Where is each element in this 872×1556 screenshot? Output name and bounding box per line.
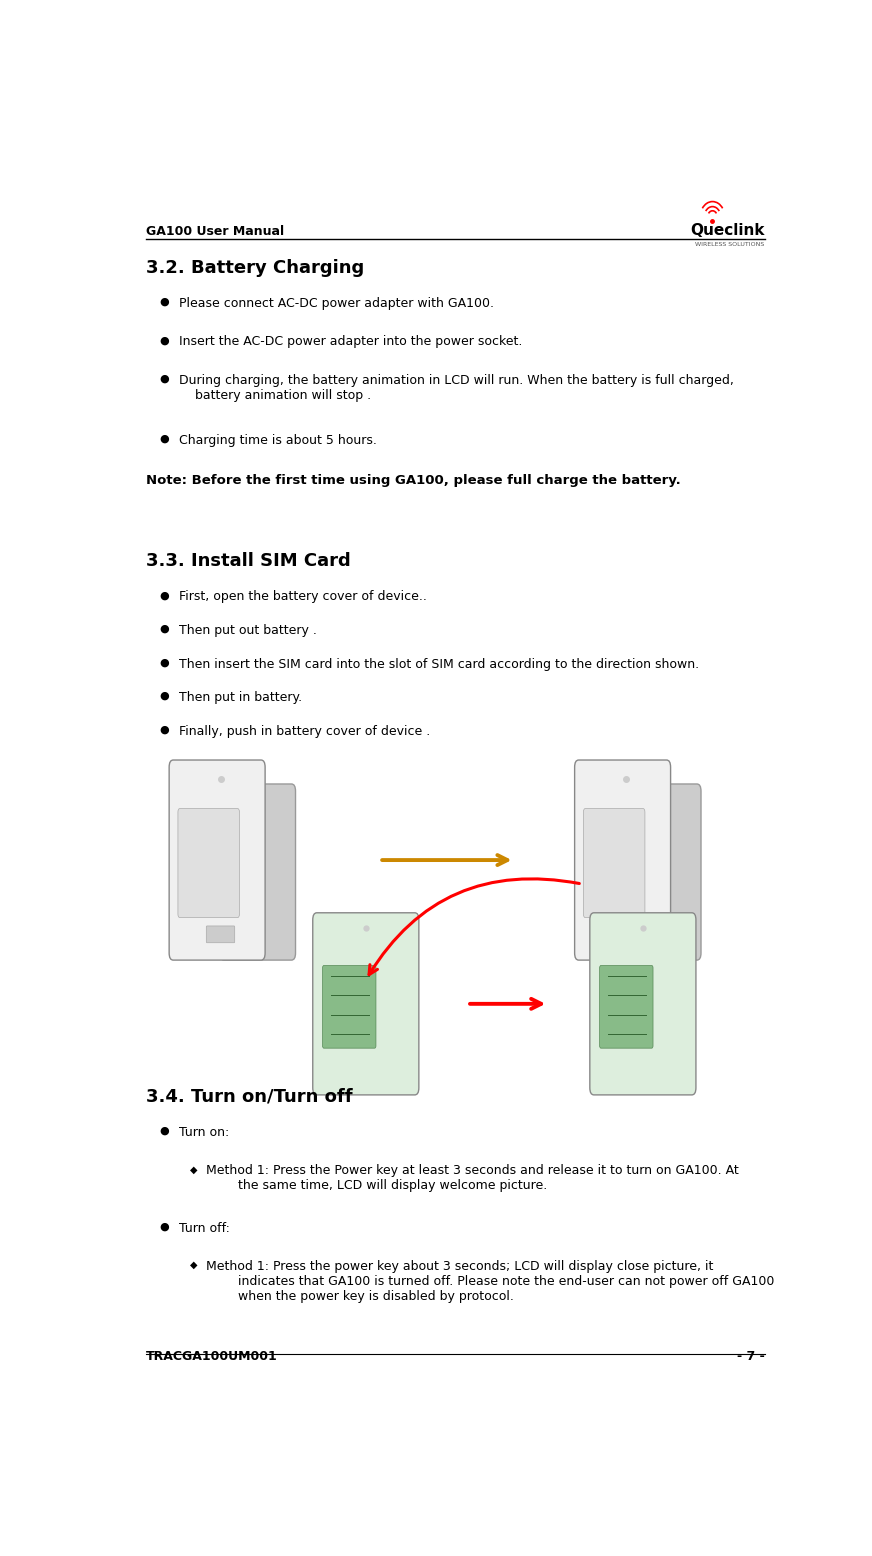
Text: Charging time is about 5 hours.: Charging time is about 5 hours. — [179, 434, 377, 447]
Text: Turn off:: Turn off: — [179, 1221, 229, 1235]
FancyBboxPatch shape — [178, 809, 240, 918]
Text: ●: ● — [160, 691, 169, 702]
Text: Note: Before the first time using GA100, please full charge the battery.: Note: Before the first time using GA100,… — [146, 475, 681, 487]
Text: ●: ● — [160, 434, 169, 443]
Text: ●: ● — [160, 335, 169, 345]
FancyBboxPatch shape — [323, 966, 376, 1049]
Text: ●: ● — [160, 590, 169, 601]
Text: Method 1: Press the Power key at least 3 seconds and release it to turn on GA100: Method 1: Press the Power key at least 3… — [206, 1164, 739, 1192]
Text: Method 1: Press the power key about 3 seconds; LCD will display close picture, i: Method 1: Press the power key about 3 se… — [206, 1260, 774, 1304]
Text: Please connect AC-DC power adapter with GA100.: Please connect AC-DC power adapter with … — [179, 297, 494, 310]
FancyBboxPatch shape — [589, 913, 696, 1095]
Text: ●: ● — [160, 624, 169, 633]
Text: - 7 -: - 7 - — [737, 1351, 765, 1363]
FancyBboxPatch shape — [575, 759, 671, 960]
Text: 3.4. Turn on/Turn off: 3.4. Turn on/Turn off — [146, 1088, 353, 1106]
FancyBboxPatch shape — [612, 926, 640, 943]
Text: ◆: ◆ — [190, 1164, 198, 1175]
Text: 3.2. Battery Charging: 3.2. Battery Charging — [146, 258, 364, 277]
Text: Finally, push in battery cover of device .: Finally, push in battery cover of device… — [179, 725, 430, 738]
Text: First, open the battery cover of device..: First, open the battery cover of device.… — [179, 590, 426, 604]
FancyBboxPatch shape — [625, 784, 701, 960]
Text: ●: ● — [160, 1127, 169, 1136]
Text: ●: ● — [160, 725, 169, 734]
Text: ●: ● — [160, 373, 169, 384]
Text: Then put in battery.: Then put in battery. — [179, 691, 302, 705]
FancyBboxPatch shape — [583, 809, 645, 918]
Text: Insert the AC-DC power adapter into the power socket.: Insert the AC-DC power adapter into the … — [179, 335, 522, 349]
Text: 3.3. Install SIM Card: 3.3. Install SIM Card — [146, 552, 351, 569]
Text: Turn on:: Turn on: — [179, 1127, 228, 1139]
Text: TRACGA100UM001: TRACGA100UM001 — [146, 1351, 278, 1363]
Text: ◆: ◆ — [190, 1260, 198, 1270]
FancyBboxPatch shape — [207, 926, 235, 943]
Text: ●: ● — [160, 297, 169, 307]
Text: During charging, the battery animation in LCD will run. When the battery is full: During charging, the battery animation i… — [179, 373, 733, 401]
FancyBboxPatch shape — [169, 759, 265, 960]
Text: ●: ● — [160, 1221, 169, 1232]
FancyBboxPatch shape — [313, 913, 419, 1095]
Text: ●: ● — [160, 658, 169, 668]
Text: Queclink: Queclink — [690, 223, 765, 238]
FancyBboxPatch shape — [600, 966, 653, 1049]
FancyBboxPatch shape — [220, 784, 296, 960]
Text: WIRELESS SOLUTIONS: WIRELESS SOLUTIONS — [695, 241, 765, 247]
Text: Then insert the SIM card into the slot of SIM card according to the direction sh: Then insert the SIM card into the slot o… — [179, 658, 698, 671]
Text: Then put out battery .: Then put out battery . — [179, 624, 317, 636]
Text: GA100 User Manual: GA100 User Manual — [146, 226, 284, 238]
